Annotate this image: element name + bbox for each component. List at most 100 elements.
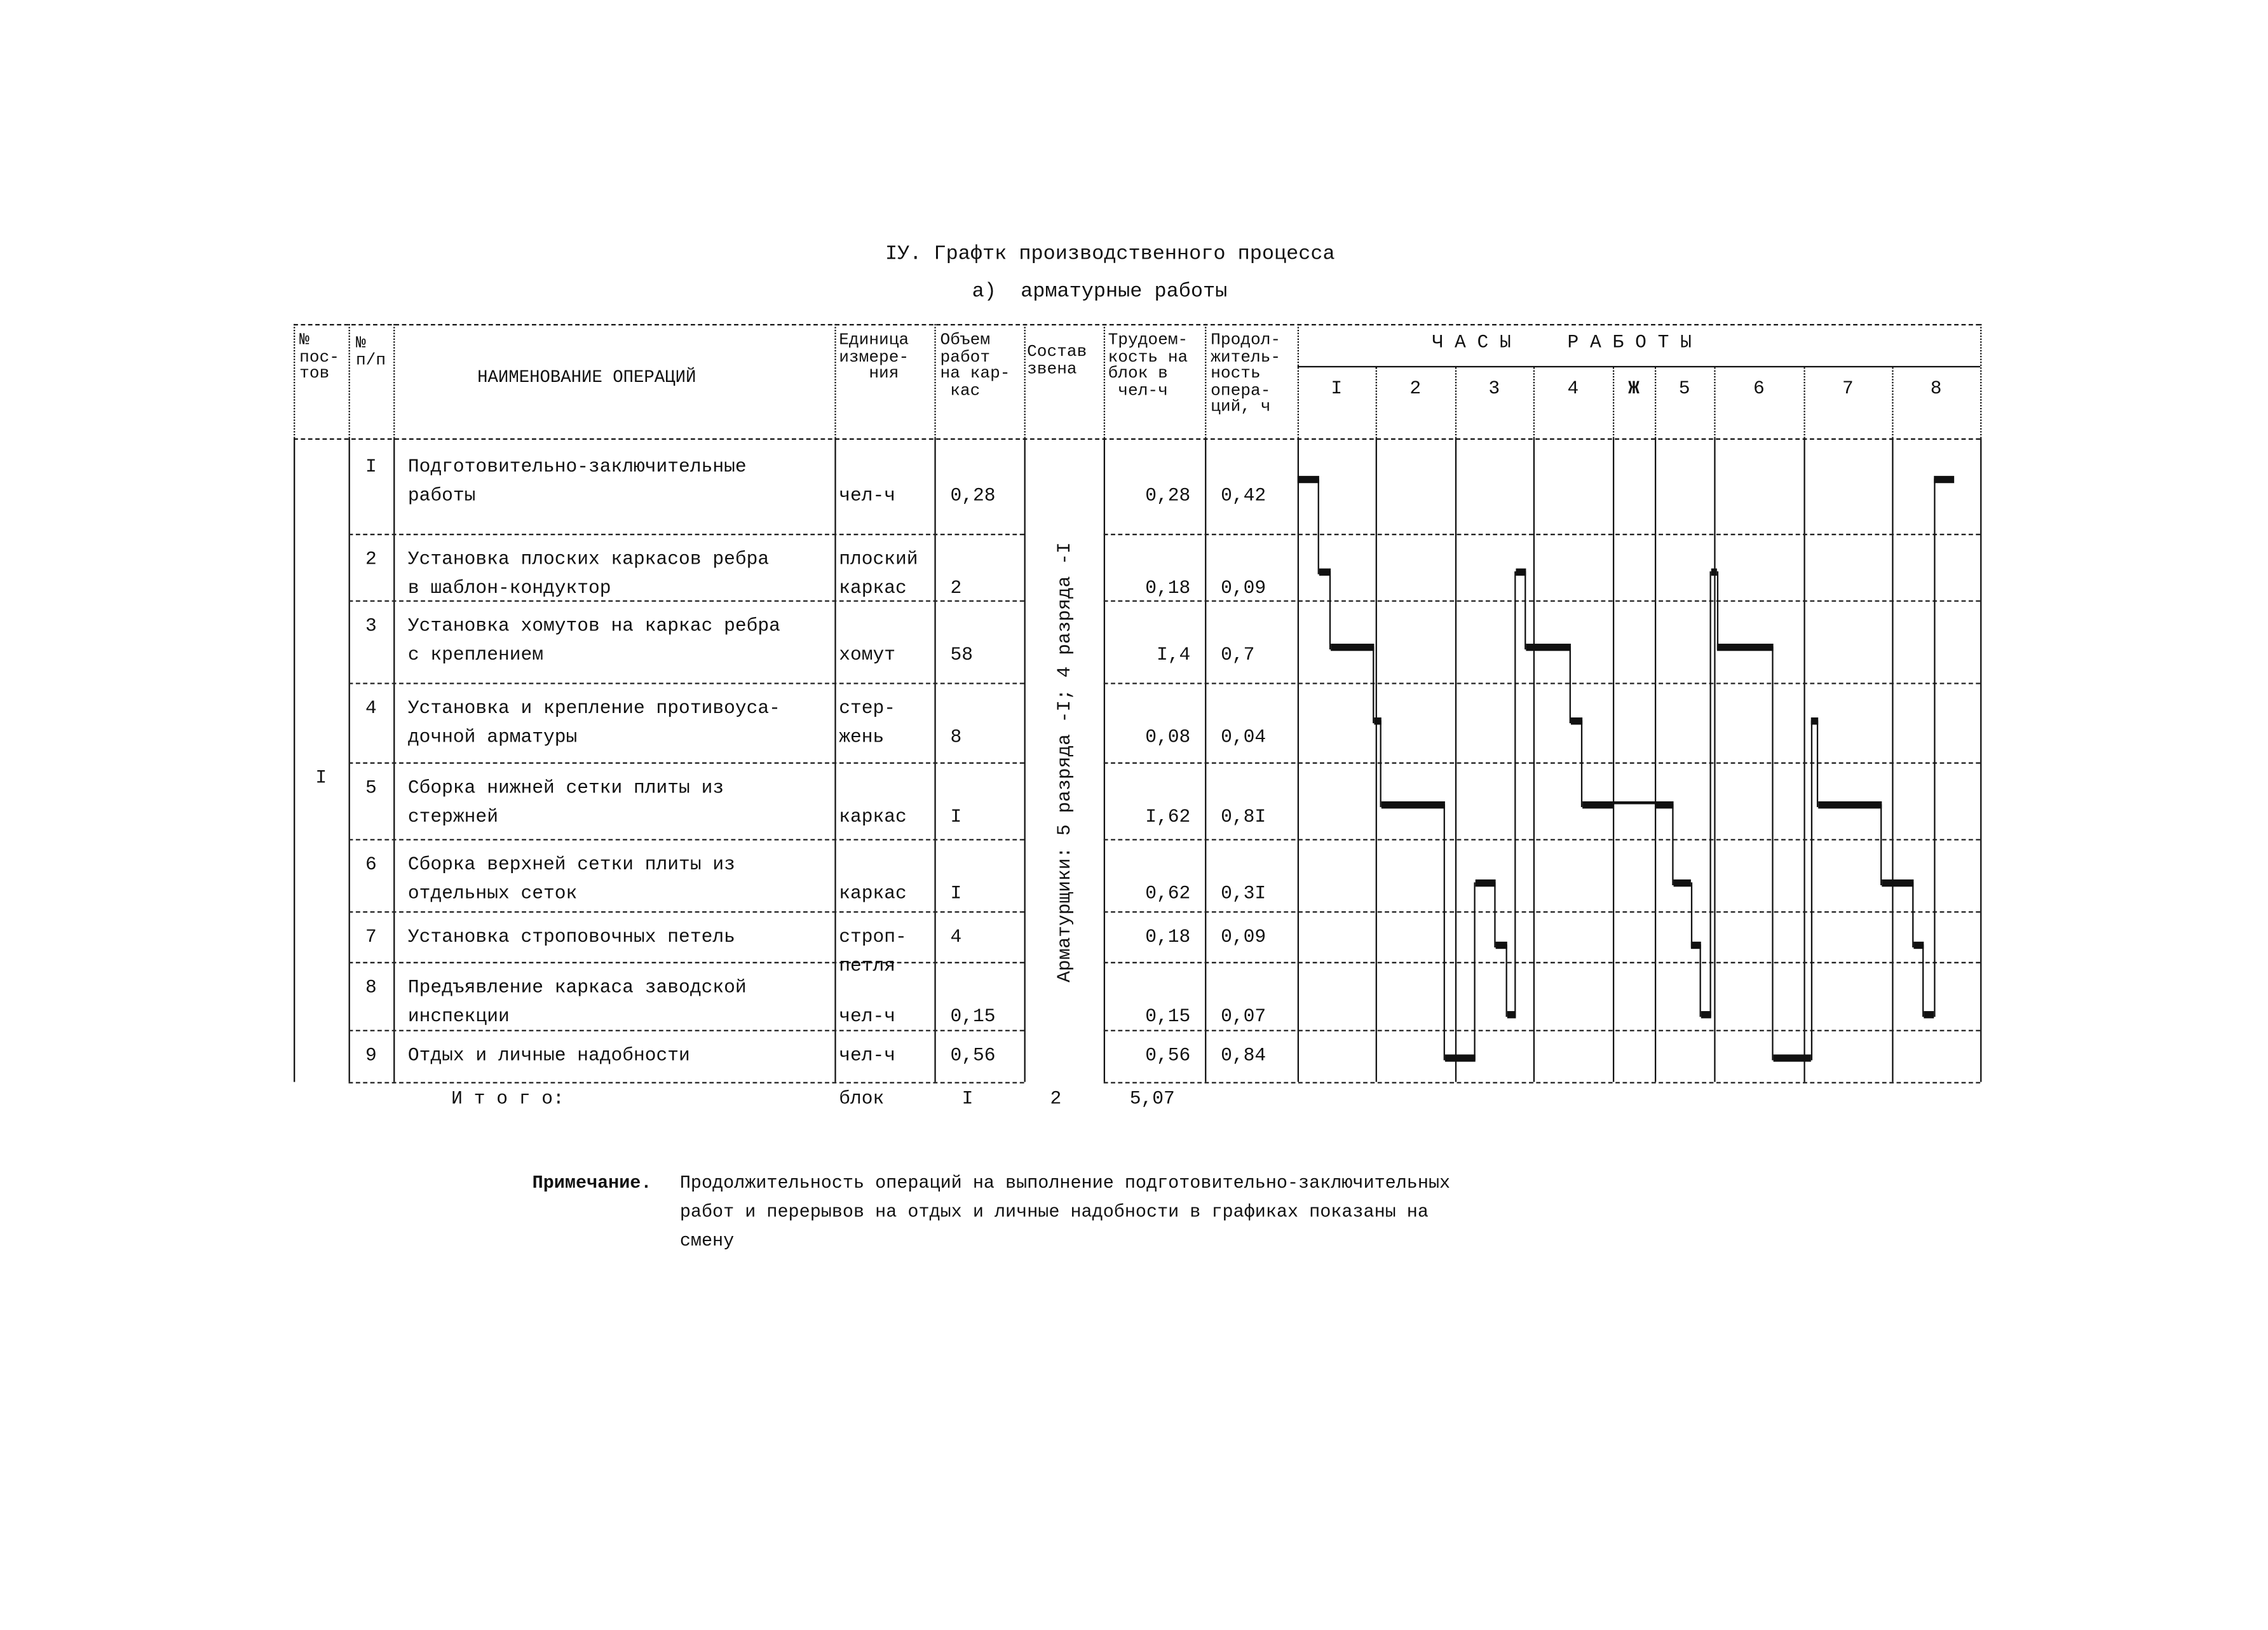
work-volume: 0,28 [950,484,996,506]
header-duration-line: ций, ч [1211,397,1271,417]
header-column-divider [1205,323,1207,438]
hour-column-divider [1803,438,1805,1082]
gantt-connector [1612,801,1655,804]
header-labor-line: Трудоем- [1108,331,1188,350]
hour-label: 7 [1842,377,1854,400]
operation-duration: 0,07 [1221,1005,1266,1028]
gantt-bar [1691,941,1701,949]
header-crew: Состав звена [1027,344,1087,377]
hour-header-divider [1612,365,1615,438]
operation-name: стержней [407,805,498,827]
row-number: 3 [365,615,377,637]
row-separator [1103,683,1981,684]
crew-composition-text: Арматурщики: 5 разряда -I; 4 разряда -I [1053,541,1075,982]
hour-header-divider [1375,365,1377,438]
column-divider [1980,438,1982,1082]
row-separator [1103,839,1981,841]
labor-intensity: I,62 [1145,805,1191,827]
crew-composition: Арматурщики: 5 разряда -I; 4 разряда -I [1024,441,1104,1082]
gantt-connector [1493,882,1496,947]
row-separator [348,911,1024,913]
operation-name: Отдых и личные надобности [407,1044,690,1066]
hour-label: I [1331,377,1343,400]
operation-name: Установка и крепление противоуса- [407,697,780,719]
row-separator [348,1029,1024,1031]
unit: чел-ч [839,1044,896,1066]
gantt-bar [1515,568,1526,575]
hour-header-divider [1533,365,1535,438]
gantt-connector [1317,479,1319,574]
gantt-connector [1922,944,1924,1017]
header-column-divider [834,323,836,438]
gantt-bar [1570,717,1582,724]
gantt-bar [1582,801,1613,808]
header-labor-line: блок в [1108,364,1168,384]
row-number: 8 [365,976,377,998]
header-duration-line: опера- [1211,381,1271,400]
row-separator [348,533,1024,536]
labor-intensity: 0,18 [1145,577,1191,599]
work-volume: I [950,805,962,827]
work-volume: 0,15 [950,1005,996,1028]
hour-column-divider [1654,438,1657,1082]
unit: чел-ч [839,484,896,506]
header-hours-title: Ч А С Ы Р А Б О Т Ы [1432,331,1692,353]
work-volume: 0,56 [950,1044,996,1066]
operation-name: Подготовительно-заключительные [407,456,747,478]
row-separator [1103,911,1981,913]
unit: хомут [839,643,896,666]
hour-label: 6 [1753,377,1765,400]
header-column-divider [1297,323,1300,438]
header-unit: Единица измере- ния [839,332,909,383]
gantt-bar [1811,717,1818,724]
column-divider [393,438,395,1082]
operation-duration: 0,7 [1221,643,1255,666]
column-divider [348,438,350,1082]
row-separator [1103,961,1981,963]
work-volume: 4 [950,925,962,947]
header-post-line: тов [299,364,330,384]
gantt-bar [1711,568,1718,575]
labor-intensity: 0,08 [1145,726,1191,748]
hour-label: 2 [1409,377,1422,400]
unit: чел-ч [839,1005,896,1028]
header-top-border [294,323,1981,326]
row-number: 7 [365,925,377,947]
section-subheading: а) арматурные работы [972,280,1228,304]
operation-name: отдельных сеток [407,882,578,904]
gantt-connector [1569,646,1572,724]
header-number: № п/п [356,336,386,369]
header-volume-line: на кар- [940,364,1010,384]
row-number: 4 [365,697,377,719]
header-duration-line: житель- [1211,348,1281,367]
column-divider [1297,438,1300,1082]
header-post-line: № [299,331,309,350]
operation-duration: 0,42 [1221,484,1266,506]
gantt-bar [1330,643,1375,651]
header-column-divider [1980,323,1982,438]
column-divider [934,438,936,1082]
header-unit-line: измере- [839,348,909,367]
note-line: Продолжительность операций на выполнение… [679,1172,1451,1193]
gantt-connector [1810,720,1812,1061]
work-volume: 2 [950,577,962,599]
labor-intensity: I,4 [1157,643,1191,666]
gantt-bar [1655,801,1674,808]
gantt-bar [1673,879,1692,886]
header-post-line: пос- [299,348,340,367]
row-separator [348,762,1024,764]
gantt-connector [1700,944,1702,1017]
unit: жень [839,726,885,748]
header-name: НАИМЕНОВАНИЕ ОПЕРАЦИЙ [477,367,696,388]
row-separator [1103,762,1981,764]
work-volume: 58 [950,643,973,666]
total-unit: блок [839,1087,885,1110]
gantt-connector [1716,571,1718,650]
column-divider [1205,438,1207,1082]
gantt-bar [1924,1011,1934,1018]
gantt-connector [1505,944,1507,1017]
column-divider [294,438,295,1082]
note-line: смену [679,1231,735,1251]
header-column-divider [1024,323,1026,438]
